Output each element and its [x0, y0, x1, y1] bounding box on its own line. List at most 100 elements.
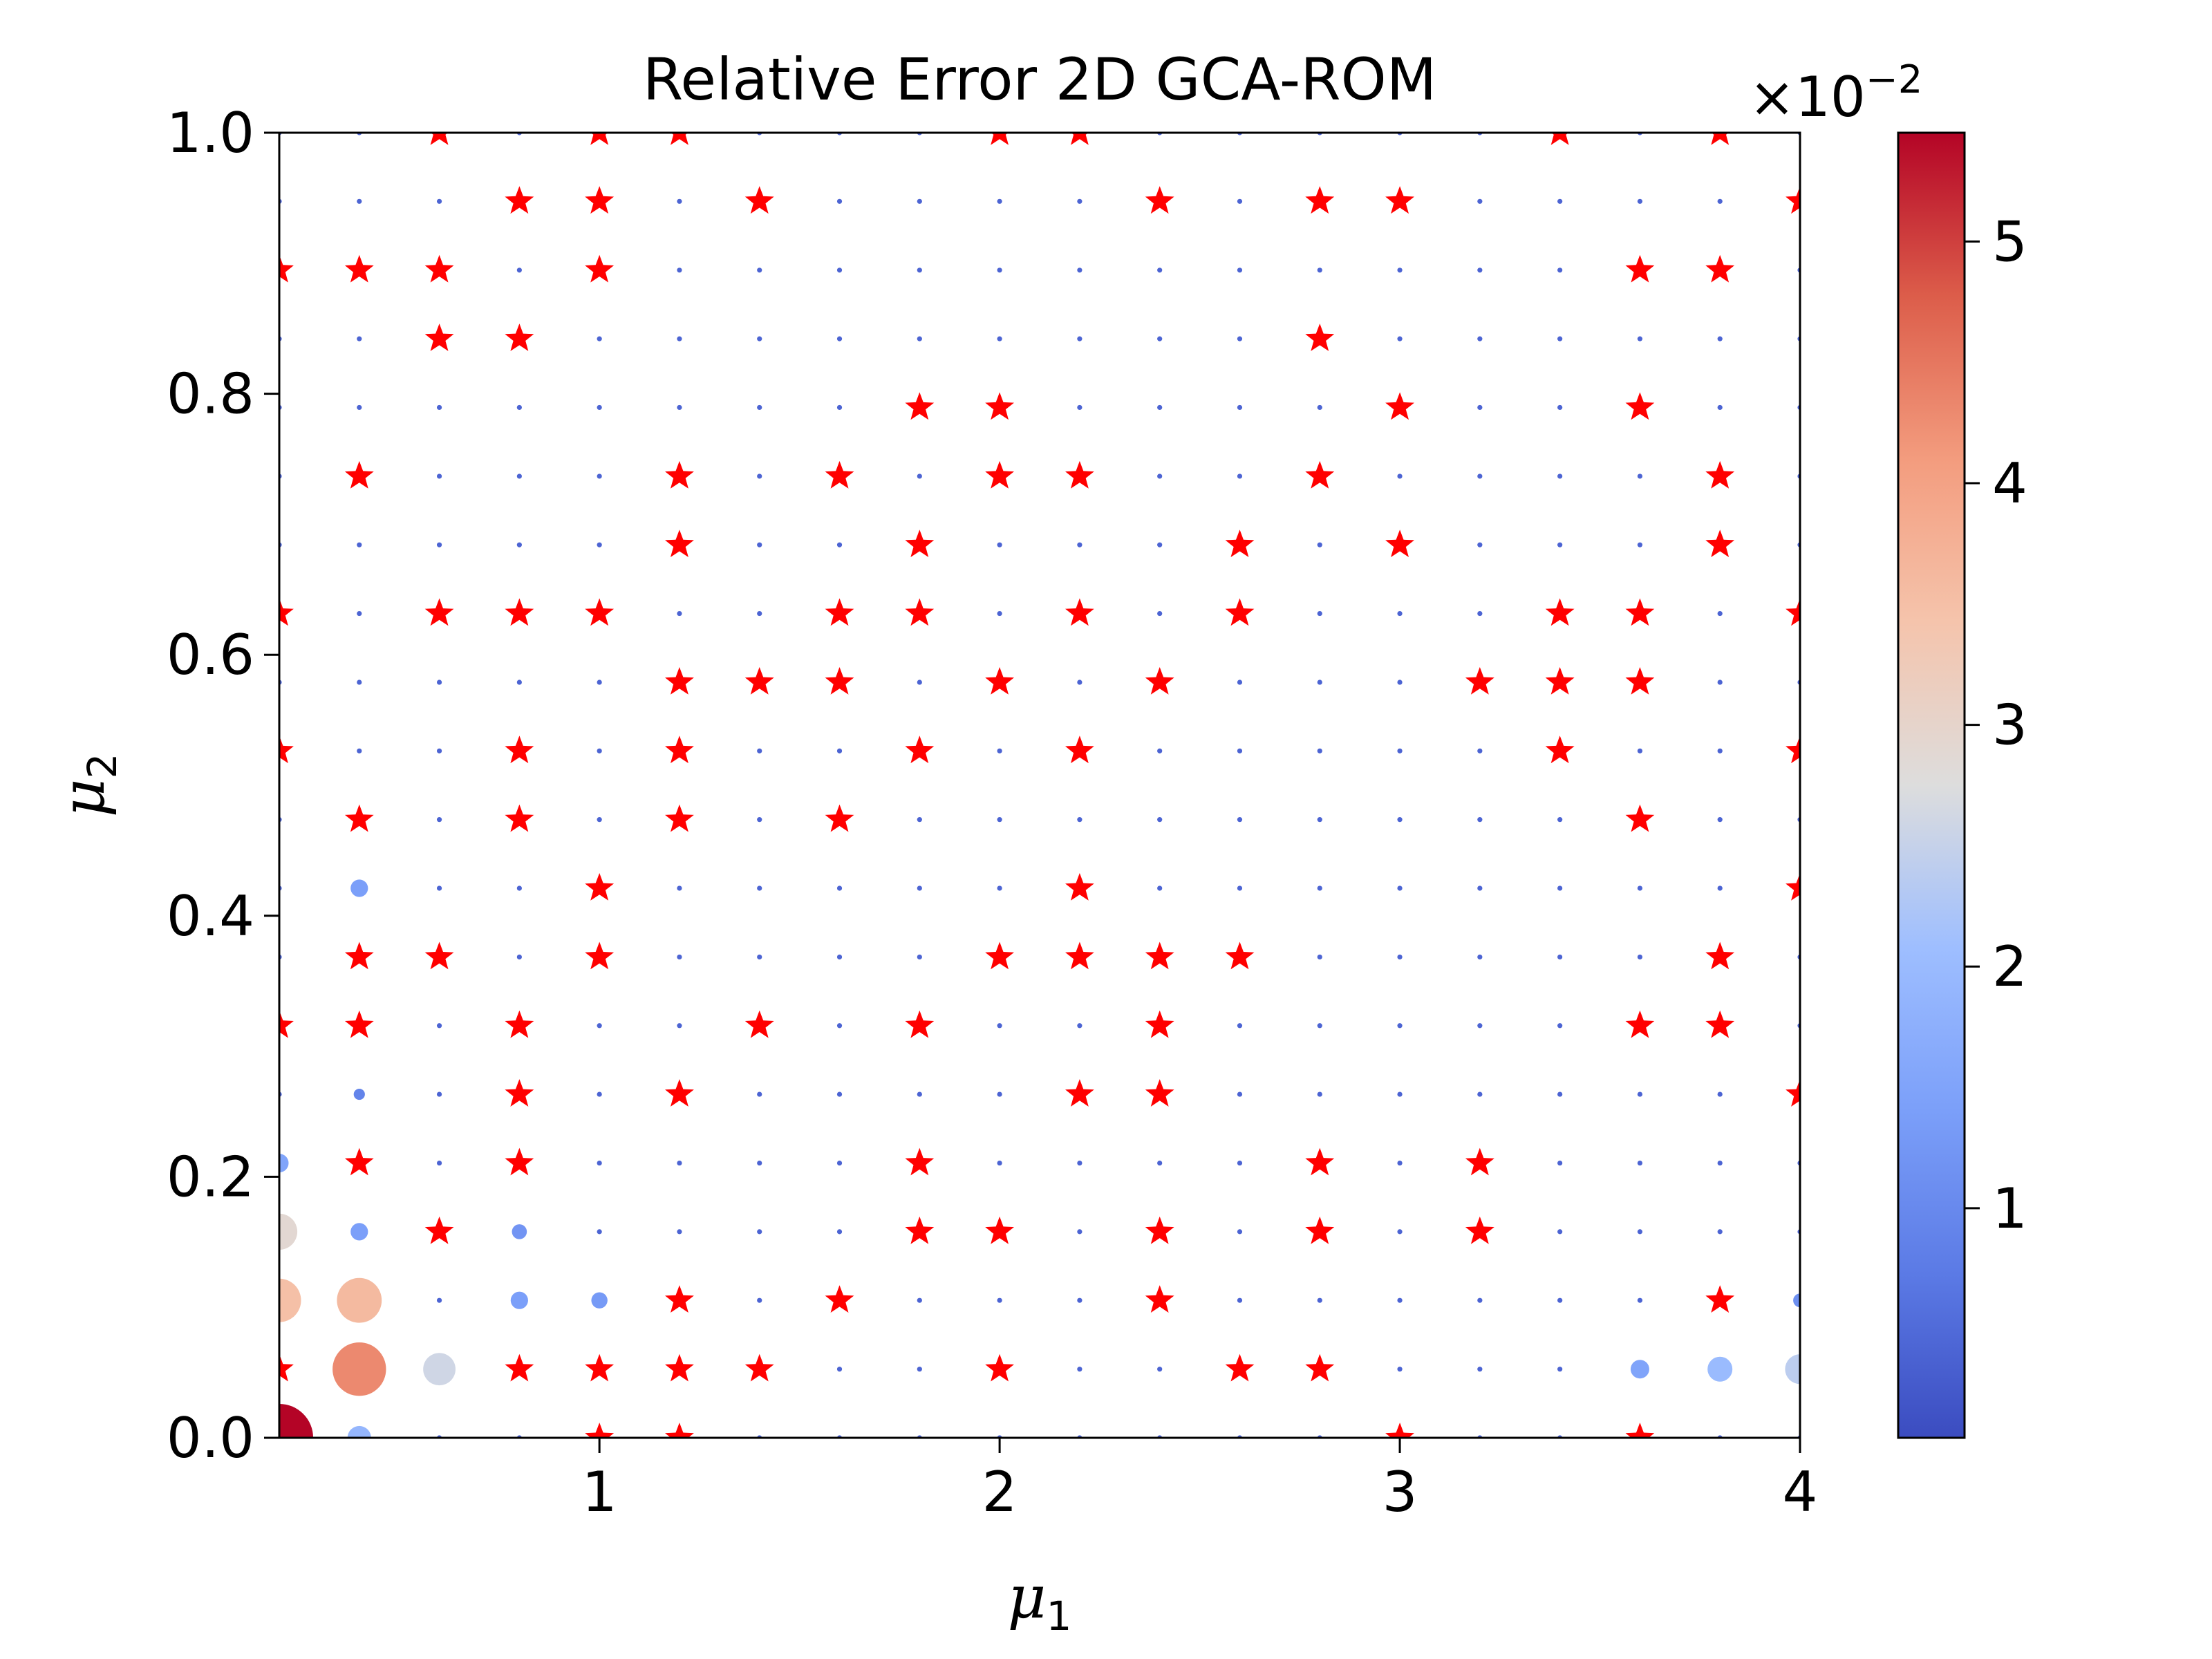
- test-point: [1397, 268, 1403, 273]
- test-point: [1557, 404, 1563, 411]
- test-point: [836, 748, 843, 753]
- test-point: [279, 1278, 301, 1322]
- test-point: [1557, 1367, 1563, 1372]
- test-point: [836, 885, 843, 891]
- test-point: [1397, 1091, 1403, 1097]
- test-point: [757, 542, 762, 547]
- test-point: [917, 198, 922, 204]
- test-point: [677, 268, 682, 273]
- test-point: [836, 404, 843, 411]
- test-point: [997, 336, 1002, 341]
- test-point: [836, 1023, 843, 1029]
- test-point: [357, 748, 362, 753]
- training-point: [905, 735, 935, 764]
- test-point: [597, 817, 602, 823]
- test-point: [917, 1367, 922, 1372]
- test-point: [757, 1091, 762, 1097]
- test-point: [997, 542, 1002, 547]
- test-point: [1237, 1229, 1243, 1235]
- training-point: [1065, 735, 1094, 764]
- test-point: [1157, 268, 1163, 273]
- test-point: [1157, 1367, 1163, 1372]
- test-point: [1477, 198, 1483, 204]
- test-point: [1317, 268, 1322, 273]
- colorbar-tick-label: 3: [1992, 693, 2027, 758]
- test-point: [1317, 748, 1322, 753]
- test-point: [1557, 1160, 1563, 1166]
- test-point: [597, 748, 602, 753]
- training-point: [744, 667, 774, 695]
- training-point: [1550, 133, 1569, 145]
- test-point: [436, 885, 442, 891]
- test-point: [423, 1353, 456, 1386]
- test-point: [757, 474, 762, 479]
- training-point: [279, 1353, 294, 1382]
- test-point: [1717, 1160, 1723, 1166]
- test-point: [1397, 1297, 1403, 1303]
- training-point: [1465, 1216, 1494, 1244]
- test-point: [1477, 954, 1483, 960]
- test-point: [1237, 1023, 1243, 1029]
- test-point: [1317, 542, 1322, 547]
- test-point: [1397, 474, 1403, 479]
- x-tick-label: 2: [982, 1460, 1018, 1524]
- test-point: [997, 1091, 1002, 1097]
- test-point: [997, 748, 1002, 753]
- test-point: [836, 336, 843, 341]
- test-point: [757, 610, 762, 617]
- test-point: [1477, 748, 1483, 753]
- test-point: [1077, 679, 1082, 685]
- test-point: [836, 1160, 843, 1166]
- y-tick-label: 0.0: [167, 1406, 254, 1470]
- test-point: [436, 542, 442, 547]
- test-point: [1557, 885, 1563, 891]
- test-point: [1477, 1091, 1483, 1097]
- colorbar-tick-label: 4: [1992, 451, 2027, 516]
- training-point: [1785, 598, 1800, 626]
- test-point: [516, 404, 522, 411]
- test-point: [436, 474, 442, 479]
- y-tick-label: 0.6: [167, 623, 254, 687]
- test-point: [1717, 885, 1723, 891]
- test-point: [677, 610, 682, 617]
- test-point: [1157, 1160, 1163, 1166]
- training-point: [505, 1147, 534, 1176]
- test-point: [757, 1160, 762, 1166]
- test-point: [1630, 1360, 1649, 1379]
- test-point: [1477, 1023, 1483, 1029]
- training-point: [1705, 460, 1735, 489]
- training-point: [505, 1079, 534, 1107]
- colorbar: 1 2 3 4 5 ×10−2: [1749, 57, 2027, 1439]
- training-point: [1785, 186, 1800, 214]
- training-point: [985, 667, 1014, 695]
- test-point: [597, 404, 602, 411]
- test-point: [1637, 885, 1643, 891]
- training-point: [744, 1010, 774, 1038]
- training-point: [985, 1353, 1014, 1382]
- test-point: [597, 542, 602, 547]
- training-point: [424, 324, 454, 351]
- test-point: [917, 268, 922, 273]
- test-point: [1157, 404, 1163, 411]
- test-point: [279, 1154, 289, 1173]
- training-point: [505, 598, 534, 626]
- test-point: [1317, 1023, 1322, 1029]
- x-tick-label: 3: [1382, 1460, 1418, 1524]
- test-point: [1317, 1091, 1322, 1097]
- test-point: [350, 1223, 368, 1241]
- test-point: [1077, 336, 1082, 341]
- test-point: [1237, 474, 1243, 479]
- test-point: [436, 404, 442, 411]
- test-point: [436, 1297, 442, 1303]
- test-point: [1477, 610, 1483, 617]
- training-point: [825, 667, 854, 695]
- training-point: [665, 1423, 694, 1438]
- test-point: [997, 1023, 1002, 1029]
- test-point: [1397, 954, 1403, 960]
- test-point: [1077, 817, 1082, 823]
- training-point: [665, 529, 694, 557]
- test-point: [1237, 1091, 1243, 1097]
- colorbar-tick-label: 5: [1992, 209, 2027, 274]
- test-point: [757, 336, 762, 341]
- test-point: [1637, 748, 1643, 753]
